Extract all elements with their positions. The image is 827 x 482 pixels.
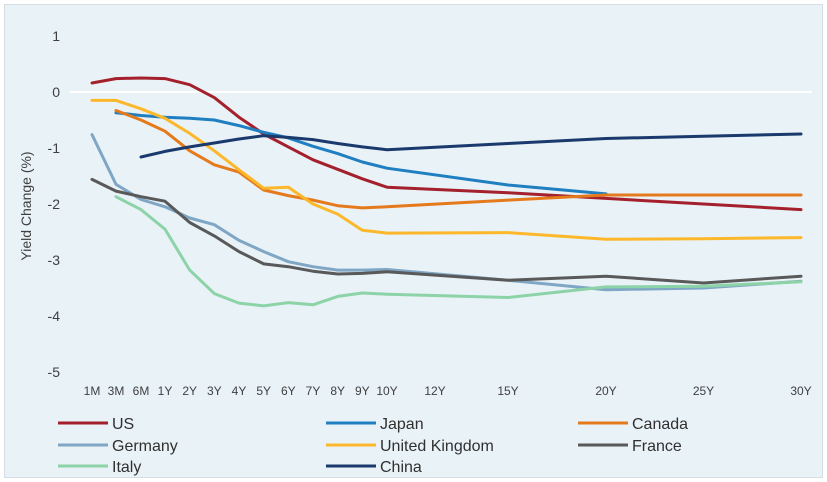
x-tick-label: 20Y bbox=[595, 384, 616, 398]
y-tick-label: -5 bbox=[48, 364, 61, 380]
legend-label: France bbox=[632, 438, 682, 455]
chart-frame bbox=[4, 4, 823, 478]
x-tick-label: 5Y bbox=[256, 384, 271, 398]
x-tick-label: 3Y bbox=[207, 384, 222, 398]
series-line-united-kingdom bbox=[90, 98, 803, 241]
x-tick-label: 1M bbox=[84, 384, 101, 398]
x-tick-label: 1Y bbox=[158, 384, 173, 398]
series-line-italy bbox=[114, 195, 803, 308]
x-tick-label: 9Y bbox=[355, 384, 370, 398]
x-tick-label: 25Y bbox=[693, 384, 714, 398]
x-tick-label: 8Y bbox=[330, 384, 345, 398]
x-axis: 1M 3M 6M 1Y 2Y 3Y 4Y 5Y 6Y 7Y 8Y 9Y 10Y 12Y 15Y 20Y 25Y 3… bbox=[84, 384, 812, 398]
y-tick-label: -3 bbox=[48, 252, 61, 268]
x-tick-label: 30Y bbox=[790, 384, 811, 398]
legend-label: Italy bbox=[112, 459, 141, 476]
series-line-china bbox=[139, 132, 803, 159]
y-tick-label: -2 bbox=[48, 196, 61, 212]
x-tick-label: 7Y bbox=[306, 384, 321, 398]
series-line-france bbox=[90, 177, 803, 285]
series-line-germany bbox=[90, 133, 803, 292]
y-tick-label: -1 bbox=[48, 140, 61, 156]
series-line-us bbox=[90, 76, 803, 212]
x-tick-label: 12Y bbox=[424, 384, 445, 398]
y-tick-label: -4 bbox=[48, 308, 61, 324]
legend-label: United Kingdom bbox=[380, 438, 494, 455]
y-tick-label: 0 bbox=[52, 84, 60, 100]
x-tick-label: 4Y bbox=[232, 384, 247, 398]
y-tick-label: 1 bbox=[52, 28, 60, 44]
x-tick-label: 3M bbox=[108, 384, 125, 398]
x-tick-label: 6Y bbox=[281, 384, 296, 398]
y-axis-label: Yield Change (%) bbox=[18, 151, 34, 260]
y-axis: 1 0 -1 -2 -3 -4 -5 bbox=[48, 28, 61, 380]
legend-label: US bbox=[112, 416, 134, 433]
legend-label: Japan bbox=[380, 416, 424, 433]
legend-label: Canada bbox=[632, 416, 688, 433]
x-tick-label: 6M bbox=[133, 384, 150, 398]
x-tick-label: 15Y bbox=[497, 384, 518, 398]
series-lines bbox=[90, 76, 803, 308]
legend-label: Germany bbox=[112, 438, 178, 455]
series-line-canada bbox=[114, 109, 803, 210]
legend: US Japan Canada Germany United Kingdom France… bbox=[58, 416, 688, 476]
legend-label: China bbox=[380, 459, 422, 476]
x-tick-label: 10Y bbox=[376, 384, 397, 398]
x-tick-label: 2Y bbox=[182, 384, 197, 398]
series-line-japan bbox=[114, 111, 608, 196]
